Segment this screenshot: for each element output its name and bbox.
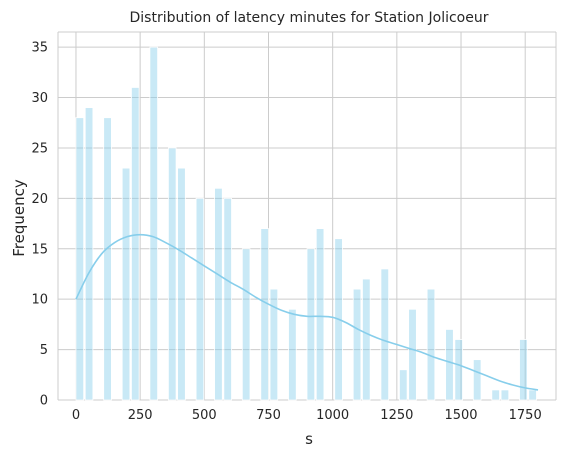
histogram-bar <box>149 46 159 401</box>
x-tick-labels: 0 250 500 750 1000 1250 1500 1750 <box>72 408 542 423</box>
y-tick-label: 30 <box>31 91 48 106</box>
y-axis-label: Frequency <box>10 179 28 257</box>
histogram-bar <box>426 288 436 401</box>
y-tick-label: 35 <box>31 41 48 56</box>
histogram-bar <box>408 308 417 401</box>
y-tick-label: 15 <box>31 242 48 257</box>
x-tick-label: 750 <box>256 408 281 423</box>
y-tick-label: 20 <box>31 192 48 207</box>
histogram-bar <box>269 288 279 401</box>
kde-line <box>75 233 539 391</box>
x-tick-label: 0 <box>72 408 80 423</box>
histogram-bar <box>241 248 251 401</box>
histogram-bar <box>195 197 205 401</box>
x-tick-label: 1500 <box>444 408 477 423</box>
histogram-bar <box>84 107 94 401</box>
y-tick-label: 0 <box>40 394 48 409</box>
x-tick-label: 1750 <box>509 408 542 423</box>
histogram-bar <box>131 87 140 401</box>
y-tick-label: 25 <box>31 141 48 156</box>
histogram-bar <box>528 389 537 401</box>
y-tick-label: 10 <box>31 293 48 308</box>
histogram-bar <box>445 329 454 401</box>
bars <box>75 46 537 401</box>
histogram-bar <box>399 369 408 401</box>
x-tick-label: 1000 <box>316 408 349 423</box>
histogram-bar <box>362 278 371 401</box>
histogram-bar <box>519 339 528 401</box>
grid <box>57 31 557 401</box>
histogram-bar <box>260 228 269 401</box>
x-tick-label: 1250 <box>380 408 413 423</box>
x-tick-label: 250 <box>128 408 153 423</box>
histogram-bar <box>75 117 85 401</box>
y-tick-label: 5 <box>40 343 48 358</box>
x-axis-label: s <box>305 430 313 448</box>
histogram-bar <box>472 359 482 401</box>
histogram-bar <box>306 248 316 401</box>
histogram-bar <box>167 147 177 401</box>
histogram-bar <box>177 167 186 401</box>
chart-title: Distribution of latency minutes for Stat… <box>130 10 489 26</box>
x-tick-label: 500 <box>192 408 217 423</box>
histogram-bar <box>288 308 297 401</box>
histogram-bar <box>315 228 325 401</box>
histogram-bar <box>500 389 510 401</box>
histogram-bar <box>491 389 500 401</box>
histogram-bar <box>223 197 232 401</box>
histogram-bar <box>121 167 131 401</box>
histogram-bar <box>380 268 390 401</box>
histogram-bar <box>352 288 362 401</box>
histogram-bar <box>454 339 463 401</box>
y-tick-labels: 0 5 10 15 20 25 30 35 <box>31 41 48 409</box>
histogram-bar <box>103 117 112 401</box>
histogram-bar <box>214 187 223 401</box>
